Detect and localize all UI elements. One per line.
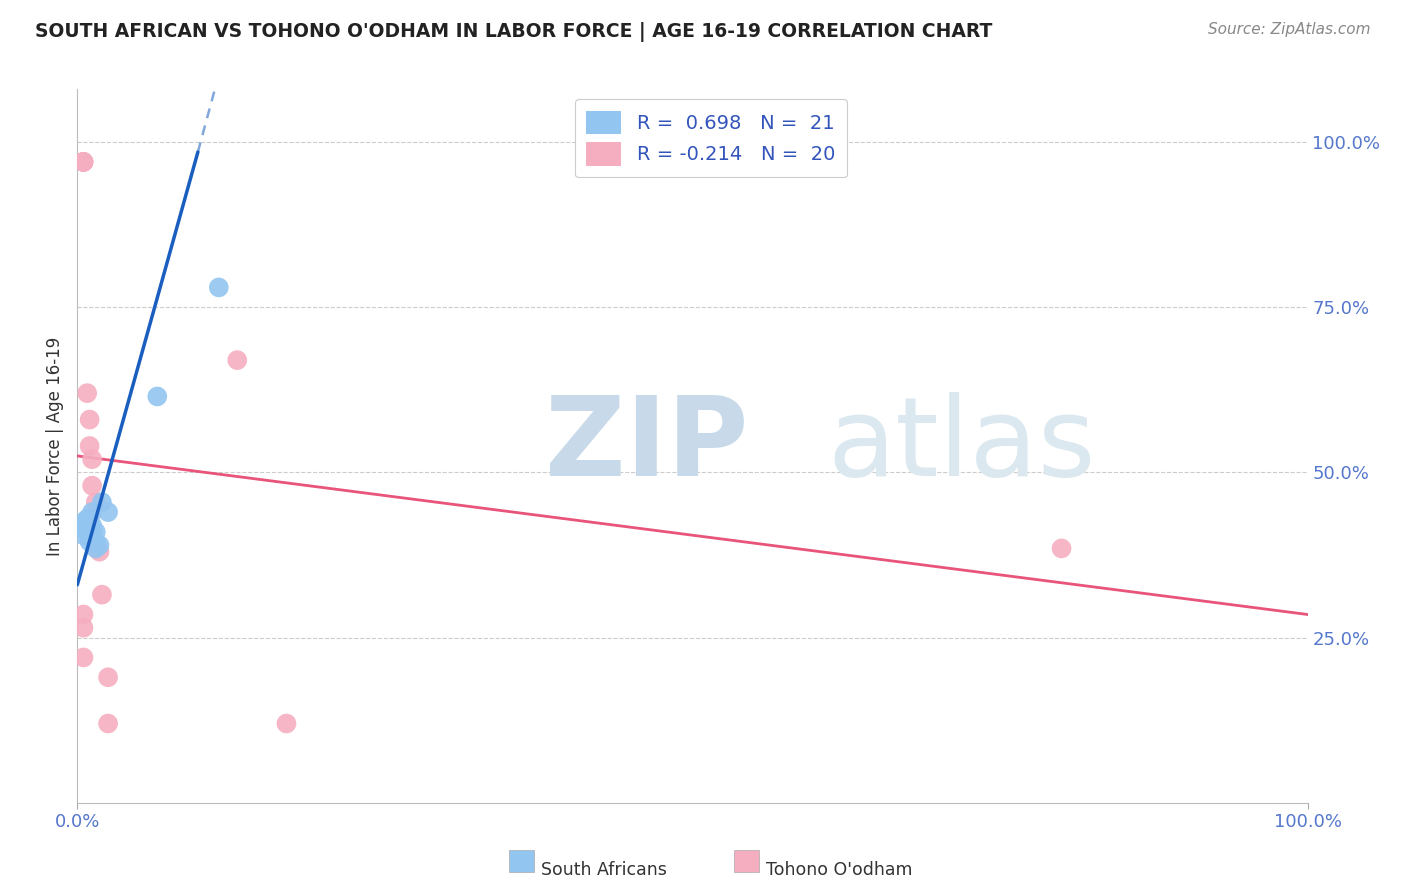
Bar [734,850,759,872]
Point [226,353,249,368]
Point [76,511,98,525]
Point [72,154,94,169]
Point [1050,541,1073,556]
Point [82,452,104,467]
Point [72,154,94,169]
Point [82,518,104,533]
Point [79,522,101,536]
Point [72,621,94,635]
Point [72,528,94,542]
Point [72,515,94,529]
Point [79,412,101,426]
Legend: R =  0.698   N =  21, R = -0.214   N =  20: R = 0.698 N = 21, R = -0.214 N = 20 [575,99,846,178]
Point [79,511,101,525]
Point [76,518,98,533]
Point [72,607,94,622]
Text: ZIP: ZIP [546,392,748,500]
Point [208,280,231,294]
Point [97,505,120,519]
Point [97,670,120,684]
Point [76,524,98,539]
Point [72,522,94,536]
Point [76,386,98,401]
Point [90,588,114,602]
Point [84,534,107,549]
Point [89,538,111,552]
Point [146,389,169,403]
Point [276,716,298,731]
Bar [509,850,534,872]
Point [79,534,101,549]
Text: Source: ZipAtlas.com: Source: ZipAtlas.com [1208,22,1371,37]
Point [79,439,101,453]
Point [82,478,104,492]
Text: South Africans: South Africans [541,861,668,879]
Point [82,505,104,519]
Text: atlas: atlas [828,392,1097,500]
Text: Tohono O'odham: Tohono O'odham [766,861,912,879]
Point [97,716,120,731]
Point [72,154,94,169]
Y-axis label: In Labor Force | Age 16-19: In Labor Force | Age 16-19 [46,336,65,556]
Point [82,532,104,546]
Point [72,650,94,665]
Point [89,545,111,559]
Point [90,495,114,509]
Text: SOUTH AFRICAN VS TOHONO O'ODHAM IN LABOR FORCE | AGE 16-19 CORRELATION CHART: SOUTH AFRICAN VS TOHONO O'ODHAM IN LABOR… [35,22,993,42]
Point [72,154,94,169]
Point [82,524,104,539]
Point [84,541,107,556]
Point [84,524,107,539]
Point [84,495,107,509]
